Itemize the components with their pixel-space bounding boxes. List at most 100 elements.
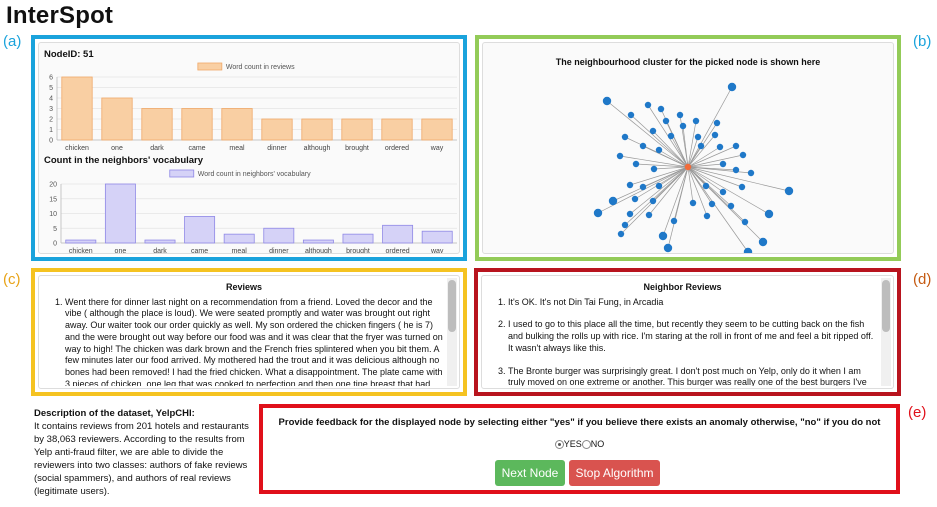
feedback-panel: Provide feedback for the displayed node … xyxy=(259,404,900,494)
graph-edge xyxy=(606,100,689,168)
graph-edge xyxy=(687,166,749,253)
bar xyxy=(302,239,334,244)
yes-label[interactable]: YES xyxy=(563,439,582,449)
x-tick-label: brought xyxy=(345,145,369,152)
neighbourhood-cluster-panel: The neighbourhood cluster for the picked… xyxy=(475,35,901,261)
graph-node xyxy=(719,160,727,168)
graph-node xyxy=(784,186,794,196)
y-tick-label: 15 xyxy=(49,196,57,203)
graph-edge xyxy=(687,145,737,168)
cluster-title: The neighbourhood cluster for the picked… xyxy=(555,57,821,67)
bar xyxy=(65,239,97,244)
label-d: (d) xyxy=(913,271,932,288)
x-tick-label: chicken xyxy=(69,248,93,254)
x-tick-label: meal xyxy=(232,248,248,254)
graph-edge xyxy=(687,166,764,243)
graph-node xyxy=(657,105,665,113)
no-radio[interactable] xyxy=(581,440,591,450)
graph-edge xyxy=(687,146,721,168)
graph-node xyxy=(632,160,640,168)
graph-edge xyxy=(648,166,689,216)
graph-edge xyxy=(687,154,744,168)
scroll-thumb[interactable] xyxy=(882,280,890,332)
stop-algorithm-button[interactable]: Stop Algorithm xyxy=(569,460,660,486)
graph-node xyxy=(743,247,753,253)
cluster-graph[interactable] xyxy=(483,43,894,254)
y-tick-label: 20 xyxy=(49,182,57,189)
legend-swatch xyxy=(197,62,223,71)
bar xyxy=(342,233,374,244)
graph-node xyxy=(711,131,719,139)
graph-edge xyxy=(687,166,743,188)
graph-edge xyxy=(687,166,694,204)
graph-node xyxy=(697,142,705,150)
graph-node xyxy=(727,202,735,210)
bar xyxy=(263,227,295,244)
no-label[interactable]: NO xyxy=(590,439,605,449)
scroll-thumb[interactable] xyxy=(448,280,456,332)
neighbor-review-item: I used to go to this place all the time,… xyxy=(508,319,879,354)
graph-node xyxy=(639,142,647,150)
graph-node xyxy=(689,199,697,207)
bar xyxy=(421,118,453,141)
graph-edge xyxy=(629,166,689,186)
graph-node xyxy=(708,200,716,208)
graph-node xyxy=(621,133,629,141)
neighbor-review-item: The Bronte burger was surprisingly great… xyxy=(508,366,879,386)
app-title: InterSpot xyxy=(6,2,114,29)
graph-edge xyxy=(619,155,689,168)
graph-node xyxy=(747,169,755,177)
neighbors-vocab-header: Count in the neighbors' vocabulary xyxy=(44,155,204,166)
word-count-panel: NodeID: 51 Count in the neighbors' vocab… xyxy=(31,35,467,261)
neighbor-reviews-scrollbar[interactable] xyxy=(881,278,891,386)
x-tick-label: although xyxy=(304,145,331,152)
label-a: (a) xyxy=(3,33,22,50)
bar xyxy=(381,118,413,141)
graph-node xyxy=(667,132,675,140)
graph-node xyxy=(593,208,603,218)
legend-label: Word count in reviews xyxy=(226,64,295,71)
neighbor-reviews-panel: Neighbor Reviews It's OK. It's not Din T… xyxy=(474,268,901,396)
graph-node xyxy=(602,96,612,106)
graph-node xyxy=(616,152,624,160)
graph-edge xyxy=(682,125,689,168)
graph-node xyxy=(702,182,710,190)
word-count-charts: Word count in reviews 0 1 2 3 4 5 6 chicken one da… xyxy=(49,62,457,254)
y-tick-label: 0 xyxy=(49,138,53,145)
label-e: (e) xyxy=(908,404,927,421)
y-tick-label: 0 xyxy=(53,241,57,248)
y-tick-label: 1 xyxy=(49,127,53,134)
graph-node xyxy=(662,117,670,125)
legend-label: Word count in neighbors' vocabulary xyxy=(198,171,311,178)
graph-node xyxy=(655,182,663,190)
graph-node xyxy=(639,183,647,191)
legend-swatch xyxy=(169,169,195,178)
graph-edge xyxy=(630,114,689,168)
graph-edge xyxy=(658,149,689,168)
neighbor-reviews-title: Neighbor Reviews xyxy=(643,282,722,292)
x-tick-label: brought xyxy=(346,248,370,254)
x-tick-label: dinner xyxy=(267,145,287,152)
graph-node xyxy=(649,127,657,135)
bar xyxy=(101,97,133,141)
graph-node xyxy=(679,122,687,130)
x-tick-label: way xyxy=(430,248,444,254)
reviews-scrollbar[interactable] xyxy=(447,278,457,386)
graph-edge xyxy=(687,166,724,193)
y-tick-label: 5 xyxy=(49,85,53,92)
graph-node xyxy=(645,211,653,219)
graph-edge xyxy=(670,135,689,168)
yes-radio[interactable] xyxy=(554,440,564,450)
y-tick-label: 6 xyxy=(49,75,53,82)
graph-edge xyxy=(634,166,689,200)
next-node-button[interactable]: Next Node xyxy=(495,460,565,486)
bar xyxy=(223,233,255,244)
graph-node xyxy=(719,188,727,196)
bar xyxy=(141,108,173,141)
bar xyxy=(61,76,93,141)
y-tick-label: 5 xyxy=(53,226,57,233)
graph-edge xyxy=(687,163,724,168)
bar xyxy=(144,239,176,244)
graph-edge xyxy=(667,166,689,249)
bar xyxy=(184,216,216,244)
